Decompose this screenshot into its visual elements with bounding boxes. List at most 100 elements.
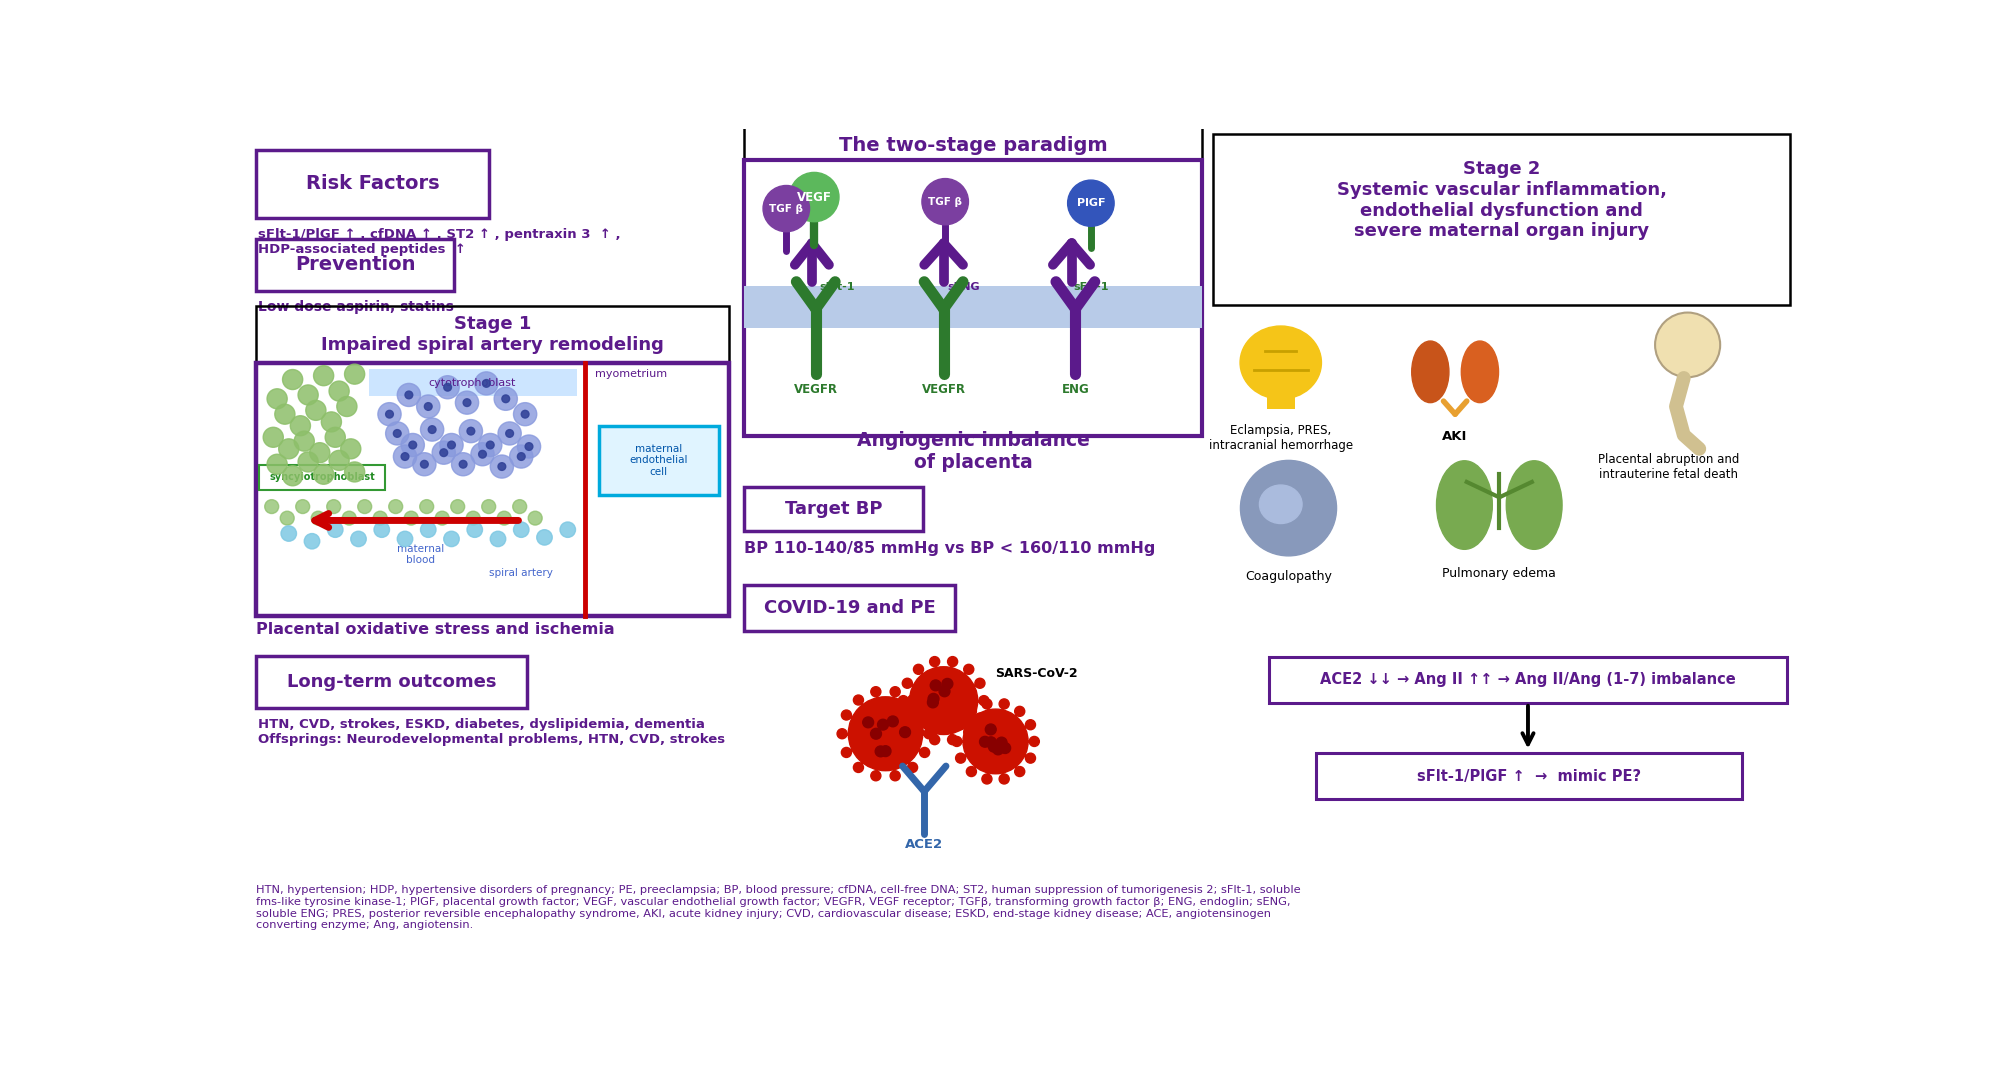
Circle shape xyxy=(930,735,940,744)
Circle shape xyxy=(282,369,302,390)
Circle shape xyxy=(838,728,848,739)
Text: VEGF: VEGF xyxy=(796,191,832,203)
Circle shape xyxy=(888,716,898,727)
Circle shape xyxy=(988,741,1000,752)
Circle shape xyxy=(386,410,394,418)
Text: Pulmonary edema: Pulmonary edema xyxy=(1442,567,1556,579)
Ellipse shape xyxy=(1462,341,1498,403)
Circle shape xyxy=(344,462,364,482)
Circle shape xyxy=(428,426,436,434)
Circle shape xyxy=(394,444,416,468)
Circle shape xyxy=(528,511,542,525)
Circle shape xyxy=(996,737,1008,748)
Circle shape xyxy=(1656,313,1720,377)
Circle shape xyxy=(956,720,966,729)
Circle shape xyxy=(928,693,938,705)
Circle shape xyxy=(842,748,852,757)
Circle shape xyxy=(876,746,886,757)
Circle shape xyxy=(870,687,880,697)
Text: cytotrophoblast: cytotrophoblast xyxy=(428,378,516,388)
Text: VEGFR: VEGFR xyxy=(922,383,966,396)
Circle shape xyxy=(930,657,940,666)
Text: sFlt-1/PlGF ↑ , cfDNA ↑ , ST2 ↑ , pentraxin 3  ↑ ,
HDP-associated peptides  ↑: sFlt-1/PlGF ↑ , cfDNA ↑ , ST2 ↑ , pentra… xyxy=(258,228,620,256)
Circle shape xyxy=(314,464,334,484)
Circle shape xyxy=(444,531,460,546)
Circle shape xyxy=(326,500,340,513)
Circle shape xyxy=(956,753,966,764)
Circle shape xyxy=(398,383,420,407)
Circle shape xyxy=(898,696,908,706)
Circle shape xyxy=(420,522,436,538)
Circle shape xyxy=(342,511,356,525)
Circle shape xyxy=(402,453,408,461)
Circle shape xyxy=(264,500,278,513)
Circle shape xyxy=(264,427,284,448)
Circle shape xyxy=(306,401,326,420)
Circle shape xyxy=(470,442,494,466)
Circle shape xyxy=(992,744,1004,755)
Circle shape xyxy=(1026,720,1036,729)
Circle shape xyxy=(506,429,514,437)
Circle shape xyxy=(374,511,388,525)
Circle shape xyxy=(890,687,900,697)
Circle shape xyxy=(486,441,494,449)
Text: syncyiotrophoblast: syncyiotrophoblast xyxy=(270,472,374,482)
Text: Eclampsia, PRES,
intracranial hemorrhage: Eclampsia, PRES, intracranial hemorrhage xyxy=(1208,424,1352,452)
Circle shape xyxy=(304,533,320,549)
Circle shape xyxy=(328,522,344,538)
Text: ENG: ENG xyxy=(1062,383,1090,396)
Text: TGF β: TGF β xyxy=(770,203,804,213)
Circle shape xyxy=(468,427,474,435)
Circle shape xyxy=(440,449,448,456)
Circle shape xyxy=(398,531,412,546)
Circle shape xyxy=(982,774,992,784)
Circle shape xyxy=(878,720,888,730)
Circle shape xyxy=(278,439,298,458)
Text: Placental oxidative stress and ischemia: Placental oxidative stress and ischemia xyxy=(256,622,614,637)
Circle shape xyxy=(268,389,288,409)
Circle shape xyxy=(964,664,974,675)
Circle shape xyxy=(298,452,318,472)
Circle shape xyxy=(1030,737,1040,746)
Text: HTN, hypertension; HDP, hypertensive disorders of pregnancy; PE, preeclampsia; B: HTN, hypertension; HDP, hypertensive dis… xyxy=(256,886,1300,931)
Text: The two-stage paradigm: The two-stage paradigm xyxy=(838,136,1108,155)
Circle shape xyxy=(1014,707,1024,716)
Circle shape xyxy=(526,442,532,451)
Circle shape xyxy=(966,767,976,776)
Circle shape xyxy=(290,416,310,436)
Text: Stage 1
Impaired spiral artery remodeling: Stage 1 Impaired spiral artery remodelin… xyxy=(322,315,664,353)
Circle shape xyxy=(498,511,512,525)
Circle shape xyxy=(296,500,310,513)
Circle shape xyxy=(922,179,968,225)
Circle shape xyxy=(502,395,510,403)
Circle shape xyxy=(420,461,428,468)
Circle shape xyxy=(1000,699,1010,709)
Circle shape xyxy=(490,455,514,478)
Circle shape xyxy=(920,710,930,720)
Circle shape xyxy=(514,403,536,426)
Circle shape xyxy=(312,511,326,525)
Circle shape xyxy=(498,463,506,470)
Circle shape xyxy=(908,695,918,705)
Circle shape xyxy=(478,451,486,458)
Circle shape xyxy=(330,451,350,470)
Circle shape xyxy=(910,667,978,735)
FancyBboxPatch shape xyxy=(368,368,578,396)
Ellipse shape xyxy=(1506,461,1562,549)
Circle shape xyxy=(294,432,314,451)
Circle shape xyxy=(986,737,996,748)
Circle shape xyxy=(460,420,482,442)
FancyBboxPatch shape xyxy=(744,286,1202,328)
FancyBboxPatch shape xyxy=(584,363,728,616)
Circle shape xyxy=(326,427,346,448)
Circle shape xyxy=(908,763,918,772)
Text: ACE2: ACE2 xyxy=(906,838,944,850)
Circle shape xyxy=(388,500,402,513)
Circle shape xyxy=(974,713,984,723)
Circle shape xyxy=(854,695,864,705)
Circle shape xyxy=(478,434,502,456)
Circle shape xyxy=(298,384,318,405)
Text: Stage 2
Systemic vascular inflammation,
endothelial dysfunction and
severe mater: Stage 2 Systemic vascular inflammation, … xyxy=(1336,160,1666,240)
Text: SARS-CoV-2: SARS-CoV-2 xyxy=(996,667,1078,680)
Circle shape xyxy=(966,707,976,716)
